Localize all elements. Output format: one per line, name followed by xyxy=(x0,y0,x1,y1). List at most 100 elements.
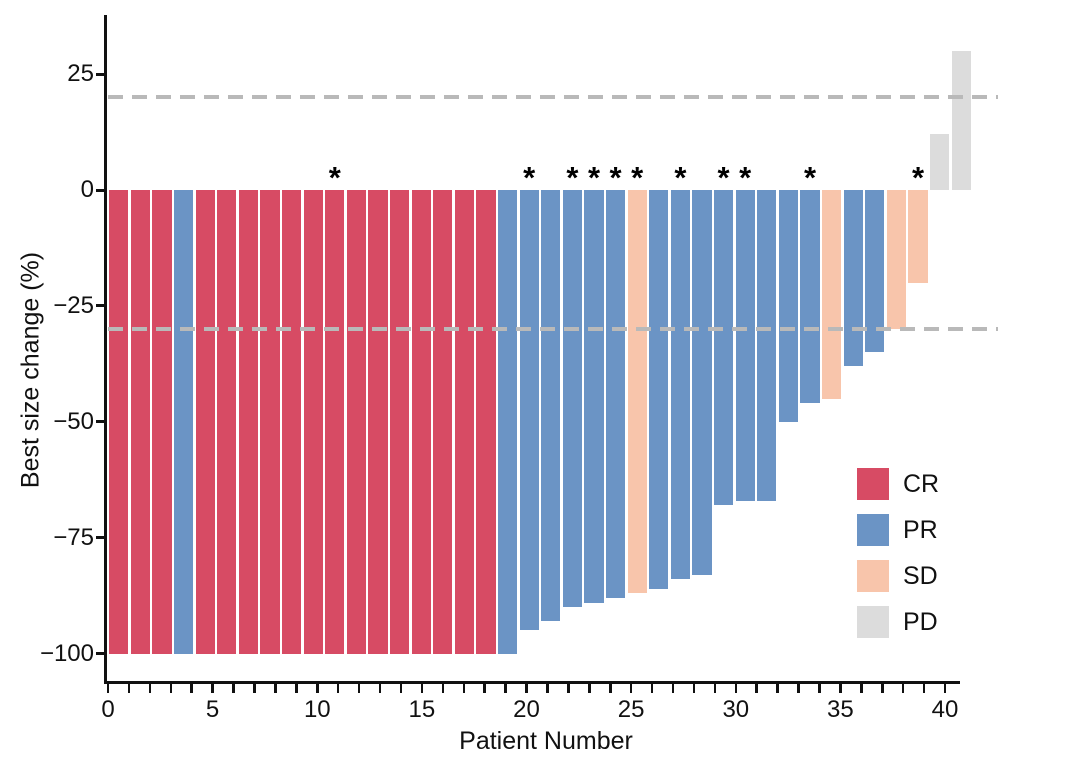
significance-star-patient-24: * xyxy=(609,160,622,195)
significance-star-patient-29: * xyxy=(717,160,730,195)
bar-patient-32 xyxy=(778,190,799,422)
bar-patient-23 xyxy=(584,190,604,603)
bar-patient-27 xyxy=(670,190,691,580)
y-tick-label: 25 xyxy=(67,60,94,88)
x-tick-26 xyxy=(650,684,654,693)
x-tick-label: 35 xyxy=(827,696,854,723)
x-tick-10 xyxy=(316,684,319,693)
bar-patient-1 xyxy=(109,190,129,654)
significance-star-patient-30: * xyxy=(739,160,752,195)
x-tick-label: 40 xyxy=(931,696,959,723)
y-tick-−50 xyxy=(96,420,105,424)
bar-patient-34 xyxy=(821,190,842,399)
bar-patient-10 xyxy=(303,190,323,654)
bar-patient-9 xyxy=(281,190,302,654)
x-tick-label: 5 xyxy=(205,696,220,723)
x-tick-label: 10 xyxy=(303,696,331,723)
x-tick-14 xyxy=(399,684,403,693)
significance-star-patient-22: * xyxy=(566,160,579,195)
reference-line-20 xyxy=(108,95,998,100)
bar-patient-29 xyxy=(713,190,734,506)
bar-patient-5 xyxy=(195,190,215,654)
reference-line--30 xyxy=(108,327,998,331)
x-tick-8 xyxy=(274,684,277,693)
y-tick-label: −25 xyxy=(53,291,94,319)
legend: CR PR SD PD xyxy=(857,468,939,652)
legend-item-pr: PR xyxy=(857,514,939,546)
x-tick-13 xyxy=(378,684,382,693)
x-tick-27 xyxy=(671,684,675,693)
bar-patient-19 xyxy=(497,190,518,654)
bar-patient-11 xyxy=(325,190,345,654)
legend-swatch-pr-icon xyxy=(857,514,889,546)
x-tick-36 xyxy=(860,684,863,693)
bar-patient-16 xyxy=(433,190,453,654)
x-tick-40 xyxy=(943,684,947,693)
x-tick-28 xyxy=(692,684,696,693)
x-tick-label: 20 xyxy=(513,696,540,723)
x-tick-29 xyxy=(713,684,717,693)
legend-label-pr: PR xyxy=(903,516,938,544)
significance-star-patient-33: * xyxy=(803,160,817,195)
x-tick-2 xyxy=(148,684,152,693)
significance-star-patient-11: * xyxy=(328,160,341,195)
x-tick-label: 25 xyxy=(617,696,645,723)
bar-patient-8 xyxy=(260,190,280,654)
x-tick-37 xyxy=(881,684,884,693)
x-tick-1 xyxy=(127,684,131,693)
bar-patient-39 xyxy=(929,134,950,190)
bar-patient-38 xyxy=(908,190,928,283)
bar-patient-13 xyxy=(368,190,388,654)
x-tick-0 xyxy=(106,684,110,693)
x-tick-19 xyxy=(504,684,507,693)
bar-patient-21 xyxy=(541,190,561,622)
y-tick-0 xyxy=(96,188,105,192)
bar-patient-31 xyxy=(757,190,777,501)
y-tick-label: −50 xyxy=(53,407,94,435)
bar-patient-12 xyxy=(346,190,367,654)
y-tick-label: 0 xyxy=(80,176,94,203)
bar-patient-17 xyxy=(454,190,475,654)
bar-patient-2 xyxy=(130,190,151,654)
bar-patient-40 xyxy=(951,51,971,190)
bar-patient-20 xyxy=(519,190,539,631)
x-tick-4 xyxy=(190,684,193,693)
y-tick-label: −75 xyxy=(53,523,94,551)
bar-patient-6 xyxy=(217,190,237,654)
y-tick-label: −100 xyxy=(39,639,94,667)
significance-star-patient-23: * xyxy=(587,160,601,195)
bar-patient-37 xyxy=(886,190,907,329)
y-axis-line xyxy=(104,15,107,684)
x-tick-12 xyxy=(357,684,361,693)
significance-star-patient-25: * xyxy=(631,160,644,195)
legend-item-cr: CR xyxy=(857,468,939,500)
x-tick-label: 30 xyxy=(722,696,750,723)
bar-patient-15 xyxy=(411,190,431,654)
x-tick-15 xyxy=(420,684,424,693)
legend-swatch-sd-icon xyxy=(857,560,889,592)
legend-item-sd: SD xyxy=(857,560,939,592)
bar-patient-7 xyxy=(238,190,259,654)
x-tick-31 xyxy=(755,684,758,693)
bar-patient-14 xyxy=(389,190,410,654)
x-tick-9 xyxy=(295,684,298,693)
significance-star-patient-27: * xyxy=(674,160,687,195)
bar-patient-33 xyxy=(800,190,820,404)
x-tick-7 xyxy=(253,684,256,693)
bar-patient-28 xyxy=(692,190,712,575)
bar-patient-35 xyxy=(843,190,863,367)
x-tick-21 xyxy=(546,684,549,693)
bar-patient-18 xyxy=(476,190,496,654)
bar-patient-4 xyxy=(173,190,194,654)
bar-patient-25 xyxy=(627,190,647,594)
x-tick-17 xyxy=(462,684,465,693)
x-tick-6 xyxy=(232,684,235,693)
x-tick-38 xyxy=(901,684,905,693)
x-tick-35 xyxy=(839,684,842,693)
bar-patient-22 xyxy=(562,190,583,608)
bar-patient-30 xyxy=(735,190,755,501)
x-tick-18 xyxy=(483,684,486,693)
x-tick-3 xyxy=(169,684,172,693)
x-tick-33 xyxy=(797,684,800,693)
bar-patient-36 xyxy=(865,190,885,353)
